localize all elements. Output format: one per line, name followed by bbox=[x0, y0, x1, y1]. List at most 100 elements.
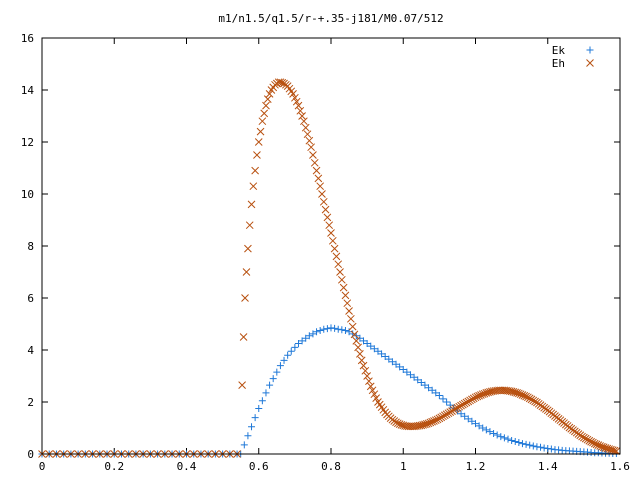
data-point bbox=[527, 395, 536, 404]
data-point bbox=[525, 394, 534, 403]
data-point bbox=[439, 412, 447, 421]
data-point bbox=[464, 397, 473, 406]
y-tick-label: 6 bbox=[27, 292, 34, 305]
data-point bbox=[468, 417, 476, 425]
data-point bbox=[432, 389, 440, 397]
data-point bbox=[255, 405, 263, 412]
data-point bbox=[585, 436, 594, 445]
data-point bbox=[251, 166, 259, 175]
data-point bbox=[461, 412, 469, 420]
data-point bbox=[612, 447, 621, 455]
x-tick-label: 1.2 bbox=[466, 460, 486, 473]
data-point bbox=[244, 244, 252, 253]
data-point bbox=[276, 362, 284, 370]
data-point bbox=[292, 97, 301, 106]
data-point bbox=[428, 386, 436, 394]
data-point bbox=[319, 197, 328, 206]
data-point bbox=[437, 413, 446, 422]
y-tick-label: 2 bbox=[27, 396, 34, 409]
data-point bbox=[309, 151, 317, 159]
data-point bbox=[533, 443, 541, 451]
data-point bbox=[547, 445, 555, 453]
data-point bbox=[363, 372, 371, 380]
data-point bbox=[526, 441, 534, 449]
data-point bbox=[388, 358, 396, 366]
data-point bbox=[323, 213, 332, 222]
data-point bbox=[323, 325, 331, 333]
x-tick-label: 0.8 bbox=[321, 460, 341, 473]
data-point bbox=[433, 415, 442, 424]
data-point bbox=[578, 432, 586, 441]
data-point bbox=[410, 373, 418, 381]
data-point bbox=[451, 404, 460, 413]
data-point bbox=[500, 434, 508, 442]
data-point bbox=[254, 138, 263, 146]
data-point bbox=[490, 429, 498, 437]
data-point bbox=[245, 221, 254, 230]
data-point bbox=[301, 123, 310, 132]
data-point bbox=[263, 95, 272, 103]
data-point bbox=[449, 405, 458, 414]
x-tick-label: 0.6 bbox=[249, 460, 269, 473]
x-tick-label: 1 bbox=[400, 460, 407, 473]
data-point bbox=[240, 441, 248, 449]
data-point bbox=[334, 325, 342, 333]
data-point bbox=[278, 78, 287, 87]
data-point bbox=[374, 347, 382, 355]
data-point bbox=[421, 381, 429, 389]
data-point bbox=[287, 347, 295, 355]
series-eh bbox=[38, 78, 621, 458]
data-point bbox=[360, 337, 368, 345]
data-point bbox=[399, 366, 407, 373]
data-point bbox=[298, 337, 306, 345]
data-point bbox=[537, 443, 545, 451]
data-point bbox=[289, 90, 297, 98]
data-point bbox=[610, 446, 619, 455]
data-point bbox=[540, 444, 548, 452]
data-point bbox=[443, 398, 451, 406]
x-tick-label: 1.6 bbox=[610, 460, 630, 473]
data-point bbox=[265, 90, 274, 98]
data-point bbox=[444, 409, 453, 418]
data-point bbox=[314, 174, 323, 183]
data-point bbox=[338, 326, 346, 334]
data-point bbox=[531, 397, 539, 406]
data-point bbox=[475, 422, 483, 430]
data-point bbox=[425, 384, 433, 392]
data-point bbox=[307, 143, 315, 152]
data-point bbox=[446, 408, 455, 416]
data-point bbox=[524, 393, 532, 402]
data-point bbox=[466, 396, 474, 405]
data-point bbox=[305, 136, 314, 145]
data-point bbox=[372, 394, 381, 402]
data-point bbox=[300, 117, 308, 126]
data-point bbox=[479, 424, 487, 432]
data-point bbox=[310, 158, 319, 167]
legend-marker bbox=[586, 59, 594, 67]
data-point bbox=[403, 368, 411, 376]
y-tick-label: 0 bbox=[27, 448, 34, 461]
data-point bbox=[291, 343, 299, 351]
data-point bbox=[269, 375, 277, 383]
data-point bbox=[296, 106, 305, 115]
data-point bbox=[241, 294, 249, 302]
data-point bbox=[258, 117, 267, 126]
data-point bbox=[359, 361, 368, 370]
data-point bbox=[331, 324, 339, 332]
legend-label: Eh bbox=[552, 57, 565, 70]
data-point bbox=[442, 410, 451, 419]
data-point bbox=[529, 442, 537, 450]
y-tick-label: 16 bbox=[21, 32, 34, 45]
data-point bbox=[417, 379, 425, 386]
data-point bbox=[253, 151, 261, 159]
data-point bbox=[256, 127, 265, 136]
data-point bbox=[356, 350, 364, 358]
data-point bbox=[334, 260, 343, 269]
data-point bbox=[280, 356, 288, 364]
data-point bbox=[522, 392, 530, 401]
data-point bbox=[396, 363, 404, 371]
data-point bbox=[309, 330, 317, 338]
data-point bbox=[337, 275, 346, 284]
data-point bbox=[370, 345, 378, 353]
data-point bbox=[330, 244, 339, 253]
